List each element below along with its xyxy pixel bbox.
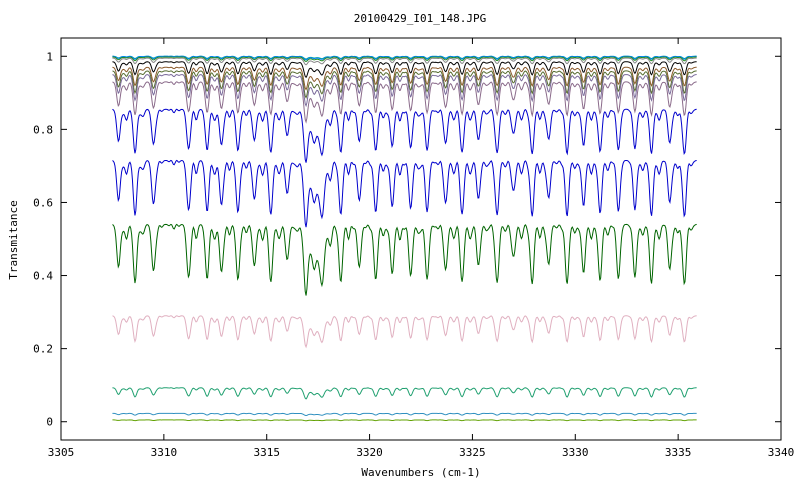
plot-frame: [60, 37, 782, 441]
x-axis-label: Wavenumbers (cm-1): [361, 466, 480, 479]
series-line-15: [112, 419, 697, 422]
y-tick-label: 0.6: [33, 196, 53, 209]
series-line-2: [112, 56, 697, 62]
y-axis-label: Transmitance: [7, 200, 20, 279]
y-tick-label: 1: [46, 50, 53, 63]
series-line-8: [112, 81, 697, 124]
chart-title: 20100429_I01_148.JPG: [354, 12, 486, 25]
series-line-1: [112, 55, 697, 61]
x-tick-label: 3305: [48, 446, 75, 459]
axes: 3305 3310 3315 3320 3325 3330 3335 3340 0 0.2 0.4 0…: [33, 38, 794, 459]
series-line-13: [112, 387, 697, 400]
x-tick-label: 3315: [253, 446, 280, 459]
x-tick-label: 3320: [356, 446, 383, 459]
series-line-3: [112, 57, 697, 66]
x-tick-label: 3340: [768, 446, 795, 459]
series-layer: [112, 55, 697, 422]
y-tick-label: 0: [46, 416, 53, 429]
x-tick-label: 3335: [665, 446, 692, 459]
series-line-9: [112, 108, 697, 163]
series-line-10: [112, 159, 697, 228]
series-line-7: [112, 74, 697, 108]
series-line-4: [112, 61, 697, 79]
series-line-11: [112, 223, 697, 296]
series-line-6: [112, 70, 697, 99]
series-line-12: [112, 315, 697, 349]
y-tick-label: 0.2: [33, 343, 53, 356]
x-tick-label: 3310: [151, 446, 178, 459]
y-tick-label: 0.4: [33, 270, 53, 283]
series-line-5: [112, 66, 697, 91]
series-line-14: [112, 412, 697, 417]
x-tick-label: 3330: [562, 446, 589, 459]
y-tick-label: 0.8: [33, 123, 53, 136]
x-tick-label: 3325: [459, 446, 486, 459]
